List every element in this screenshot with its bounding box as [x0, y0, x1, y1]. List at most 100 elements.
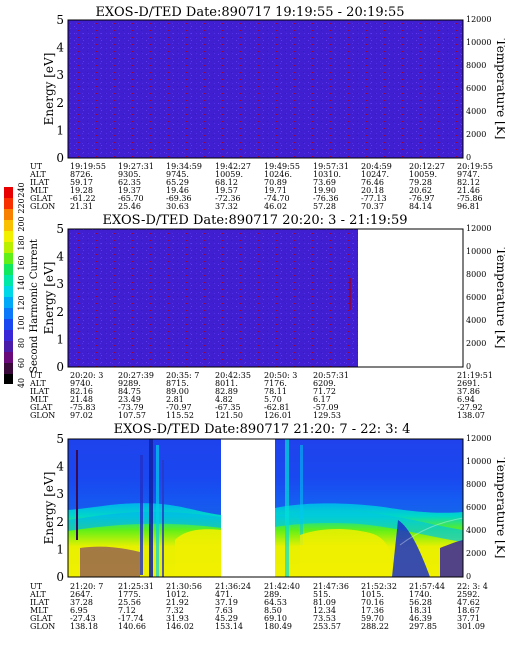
orbit-value: 19.28 — [70, 186, 93, 195]
orbit-label: ALT — [29, 379, 46, 388]
y2-tick-label: 4000 — [466, 107, 486, 116]
orbit-value: 19:49:55 — [264, 162, 300, 171]
y-tick-label: 3 — [56, 68, 64, 82]
panel-1: EXOS-D/TED Date:890717 19:19:55 - 20:19:… — [29, 5, 505, 211]
y2-tick-label: 4000 — [466, 526, 486, 535]
orbit-label: GLON — [30, 622, 55, 631]
orbit-value: 65.29 — [166, 178, 189, 187]
y2-tick-label: 8000 — [466, 270, 486, 279]
orbit-value: 18.67 — [457, 606, 480, 615]
orbit-value: 30.63 — [166, 202, 189, 211]
orbit-value: 82.89 — [215, 387, 238, 396]
orbit-value: 18.31 — [409, 606, 432, 615]
orbit-column: 20:42:35 8011. 82.89 4.82 -67.35 121.50 — [215, 371, 251, 420]
orbit-value: 253.57 — [313, 622, 341, 631]
orbit-column: 19:34:59 9745. 65.29 19.46 -69.36 30.63 — [166, 162, 202, 211]
orbit-value: 59.70 — [361, 614, 384, 623]
y-tick-label: 4 — [56, 460, 64, 474]
panel-title: EXOS-D/TED Date:890717 20:20: 3 - 21:19:… — [103, 213, 408, 228]
orbit-value: 21:47:36 — [313, 582, 349, 591]
orbit-value: 9740. — [70, 379, 93, 388]
orbit-value: 37.71 — [457, 614, 480, 623]
y2-axis-label: Temperature [K] — [494, 248, 505, 349]
orbit-column: 20:20: 3 9740. 82.16 21.48 -75.83 97.02 — [70, 371, 103, 420]
plot-frame — [67, 438, 464, 578]
colorbar-swatch — [4, 319, 13, 330]
orbit-column: 19:49:55 10246. 70.89 19.71 -74.70 46.02 — [264, 162, 300, 211]
orbit-value: 6.95 — [70, 606, 88, 615]
y-tick-label: 1 — [56, 542, 64, 556]
y-axis-label: Energy [eV] — [42, 262, 56, 335]
orbit-value: 25.56 — [118, 598, 141, 607]
orbit-label: UT — [30, 162, 43, 171]
orbit-value: -27.43 — [70, 614, 96, 623]
orbit-value: 138.07 — [457, 411, 485, 420]
orbit-label: GLON — [30, 411, 55, 420]
orbit-label: GLAT — [30, 403, 53, 412]
orbit-value: -74.70 — [264, 194, 290, 203]
orbit-value: 21.31 — [70, 202, 93, 211]
colorbar-swatch — [4, 374, 13, 384]
orbit-value: 6.94 — [457, 395, 475, 404]
orbit-value: 10310. — [313, 170, 341, 179]
orbit-column: 21:52:32 1015. 70.16 17.36 59.70 288.22 — [361, 582, 397, 631]
orbit-label: UT — [30, 582, 43, 591]
orbit-label: ILAT — [30, 598, 50, 607]
orbit-value: -75.83 — [70, 403, 96, 412]
orbit-value: 121.50 — [215, 411, 243, 420]
orbit-value: 7.63 — [215, 606, 233, 615]
colorbar: 40 60 80 100 120 140 160 180 200 220 240… — [4, 182, 40, 388]
heatmap-mid-band — [68, 511, 221, 531]
orbit-value: -67.35 — [215, 403, 241, 412]
orbit-column: 21:20: 7 2647. 37.28 6.95 -27.43 138.18 — [70, 582, 103, 631]
orbit-label: ALT — [29, 170, 46, 179]
orbit-value: -73.79 — [118, 403, 144, 412]
orbit-value: 9289. — [118, 379, 141, 388]
orbit-value: 8726. — [70, 170, 93, 179]
orbit-value: 20:12:27 — [409, 162, 445, 171]
y-axis-left: 0 1 2 3 4 5 Energy [eV] — [42, 13, 64, 165]
y-tick-label: 5 — [56, 432, 64, 446]
orbit-label: ILAT — [30, 178, 50, 187]
heatmap-bright-stripe — [285, 439, 289, 577]
orbit-label: MLT — [30, 395, 49, 404]
orbit-table: 20:20: 3 9740. 82.16 21.48 -75.83 97.02 … — [70, 371, 493, 420]
orbit-labels: UT ALT ILAT MLT GLAT GLON — [29, 582, 55, 631]
orbit-value: -76.97 — [409, 194, 435, 203]
orbit-value: 57.28 — [313, 202, 336, 211]
heatmap-dark-stripe — [76, 450, 78, 540]
colorbar-swatch — [4, 242, 13, 253]
orbit-value: -70.97 — [166, 403, 192, 412]
orbit-value: 21:57:44 — [409, 582, 445, 591]
plot-frame — [67, 228, 464, 368]
y2-tick-label: 2000 — [466, 130, 486, 139]
orbit-value: 19.90 — [313, 186, 336, 195]
panel-2: EXOS-D/TED Date:890717 20:20: 3 - 21:19:… — [29, 213, 505, 420]
orbit-labels: UT ALT ILAT MLT GLAT GLON — [29, 162, 55, 211]
orbit-value: 5.70 — [264, 395, 282, 404]
orbit-value: 84.14 — [409, 202, 432, 211]
colorbar-tick-label: 160 — [17, 255, 26, 270]
orbit-column: 21:25:31 1775. 25.56 7.12 -17.74 140.66 — [118, 582, 154, 631]
orbit-value: 7176. — [264, 379, 287, 388]
orbit-value: 20:27:39 — [118, 371, 154, 380]
y2-tick-label: 0 — [466, 572, 471, 581]
orbit-value: 19:27:31 — [118, 162, 154, 171]
orbit-value: 180.49 — [264, 622, 292, 631]
y-tick-label: 0 — [56, 570, 64, 584]
y2-tick-label: 12000 — [466, 224, 491, 233]
orbit-value: 47.62 — [457, 598, 480, 607]
orbit-value: 21:25:31 — [118, 582, 154, 591]
orbit-value: 20:57:31 — [313, 371, 349, 380]
y-tick-label: 0 — [56, 151, 64, 165]
y-tick-label: 2 — [56, 515, 64, 529]
orbit-value: 2592. — [457, 590, 480, 599]
y2-tick-label: 8000 — [466, 480, 486, 489]
colorbar-swatch — [4, 253, 13, 264]
orbit-value: 126.01 — [264, 411, 292, 420]
orbit-value: 37.19 — [215, 598, 238, 607]
orbit-value: 89.00 — [166, 387, 189, 396]
orbit-value: 6209. — [313, 379, 336, 388]
orbit-value: 19.57 — [215, 186, 238, 195]
